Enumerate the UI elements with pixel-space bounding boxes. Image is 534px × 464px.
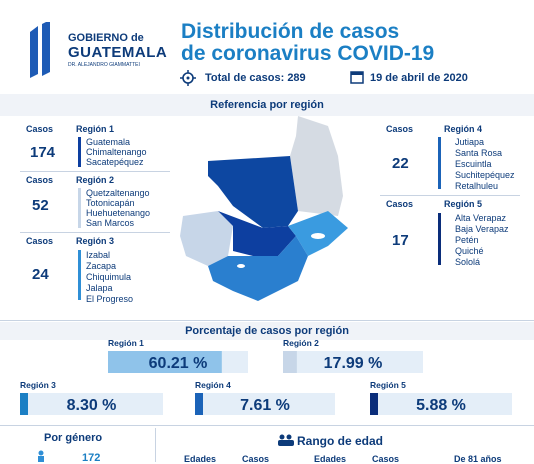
percent-bar xyxy=(108,351,222,373)
region1-cases-label: Casos xyxy=(26,124,54,134)
region5-name: Región 5 xyxy=(444,199,483,209)
age-col-edades-1: Edades xyxy=(184,454,217,464)
region3-dept-5: El Progreso xyxy=(86,294,134,304)
region5-dept-1: Alta Verapaz xyxy=(455,213,507,223)
region1-cases: 174 xyxy=(30,144,56,161)
percent-chart: Región 1 60.21 % Región 2 17.99 % Región 3 8.… xyxy=(20,338,512,415)
person-icon xyxy=(38,450,44,462)
people-icon xyxy=(278,434,294,446)
percent-category-label: Región 2 xyxy=(283,338,319,348)
region4-dept-4: Suchitepéquez xyxy=(455,170,515,180)
percent-bar-track xyxy=(20,393,163,415)
region5-cases-label: Casos xyxy=(386,199,414,209)
region4-dept-5: Retalhuleu xyxy=(455,181,499,191)
map-heading-band xyxy=(0,94,534,116)
region1-dept-2: Chimaltenango xyxy=(86,147,147,157)
percent-category-label: Región 3 xyxy=(20,380,56,390)
divider xyxy=(20,232,170,233)
region4-cases: 22 xyxy=(392,155,409,172)
region2-cases: 52 xyxy=(32,197,49,214)
region3-dept-2: Zacapa xyxy=(86,261,117,271)
age-extra-label: De 81 años xyxy=(454,454,502,464)
logo-line3: DR. ALEJANDRO GIAMMATTEI xyxy=(68,62,140,68)
percent-bar-track xyxy=(283,351,423,373)
map-region-5 xyxy=(208,156,298,228)
divider xyxy=(20,171,170,172)
percent-category-label: Región 1 xyxy=(108,338,144,348)
region2-marker xyxy=(78,188,81,228)
gender-heading: Por género xyxy=(44,432,103,444)
percent-bar xyxy=(370,393,378,415)
virus-icon xyxy=(180,70,196,86)
logo: GOBIERNO de GUATEMALA DR. ALEJANDRO GIAM… xyxy=(18,22,168,82)
map-region-peten xyxy=(290,116,343,216)
map-heading: Referencia por región xyxy=(210,99,324,111)
region5-cases: 17 xyxy=(392,232,409,249)
calendar-icon xyxy=(350,71,364,84)
region3-marker xyxy=(78,250,81,300)
region3-name: Región 3 xyxy=(76,236,115,246)
divider xyxy=(380,195,520,196)
region2-dept-4: San Marcos xyxy=(86,218,135,228)
title-line2: de coronavirus COVID-19 xyxy=(181,42,435,65)
divider xyxy=(0,320,534,321)
age-col-edades-2: Edades xyxy=(314,454,347,464)
region2-dept-3: Huehuetenango xyxy=(86,208,151,218)
region2-dept-1: Quetzaltenango xyxy=(86,188,150,198)
percent-bar xyxy=(20,393,28,415)
region4-dept-3: Escuintla xyxy=(455,159,492,169)
vertical-divider xyxy=(155,428,156,462)
region1-dept-1: Guatemala xyxy=(86,137,131,147)
percent-bar xyxy=(283,351,297,373)
region1-name: Región 1 xyxy=(76,124,115,134)
region5-dept-3: Petén xyxy=(455,235,479,245)
region3-dept-4: Jalapa xyxy=(86,283,113,293)
percent-bar xyxy=(195,393,203,415)
region3-dept-1: Izabal xyxy=(86,250,111,260)
region4-marker xyxy=(438,137,441,189)
region4-cases-label: Casos xyxy=(386,124,414,134)
total-cases: Total de casos: 289 xyxy=(205,72,306,84)
region5-dept-2: Baja Verapaz xyxy=(455,224,509,234)
divider xyxy=(0,425,534,426)
guatemala-map xyxy=(180,116,348,301)
report-date: 19 de abril de 2020 xyxy=(370,72,468,84)
percent-category-label: Región 5 xyxy=(370,380,406,390)
percent-heading-band xyxy=(0,322,534,340)
map-region-1 xyxy=(218,211,296,256)
region3-cases: 24 xyxy=(32,266,49,283)
logo-line2: GUATEMALA xyxy=(68,44,168,61)
region1-dept-3: Sacatepéquez xyxy=(86,157,144,167)
percent-value-label: 5.88 % xyxy=(416,397,466,414)
region5-dept-5: Sololá xyxy=(455,257,481,267)
age-heading: Rango de edad xyxy=(297,434,384,448)
percent-category-label: Región 4 xyxy=(195,380,231,390)
map-region-4 xyxy=(208,236,308,301)
percent-value-label: 60.21 % xyxy=(149,355,208,372)
region2-name: Región 2 xyxy=(76,175,115,185)
region4-dept-2: Santa Rosa xyxy=(455,148,503,158)
age-col-casos-1: Casos xyxy=(242,454,270,464)
region1-marker xyxy=(78,137,81,167)
percent-bar-track xyxy=(370,393,512,415)
logo-line1: GOBIERNO de xyxy=(68,32,144,44)
percent-value-label: 7.61 % xyxy=(240,397,290,414)
region2-cases-label: Casos xyxy=(26,175,54,185)
map-region-2 xyxy=(180,211,233,266)
age-col-casos-2: Casos xyxy=(372,454,400,464)
title-line1: Distribución de casos xyxy=(181,20,400,43)
region5-dept-4: Quiché xyxy=(455,246,484,256)
logo-emblem-icon xyxy=(30,22,50,78)
percent-value-label: 8.30 % xyxy=(67,397,117,414)
gender-value: 172 xyxy=(82,452,101,464)
region2-dept-2: Totonicapán xyxy=(86,198,135,208)
region3-cases-label: Casos xyxy=(26,236,54,246)
region4-name: Región 4 xyxy=(444,124,483,134)
percent-value-label: 17.99 % xyxy=(324,355,383,372)
percent-bar-track xyxy=(195,393,335,415)
percent-heading: Porcentaje de casos por región xyxy=(185,325,349,337)
region5-marker xyxy=(438,213,441,265)
region4-dept-1: Jutiapa xyxy=(455,137,485,147)
region3-dept-3: Chiquimula xyxy=(86,272,132,282)
